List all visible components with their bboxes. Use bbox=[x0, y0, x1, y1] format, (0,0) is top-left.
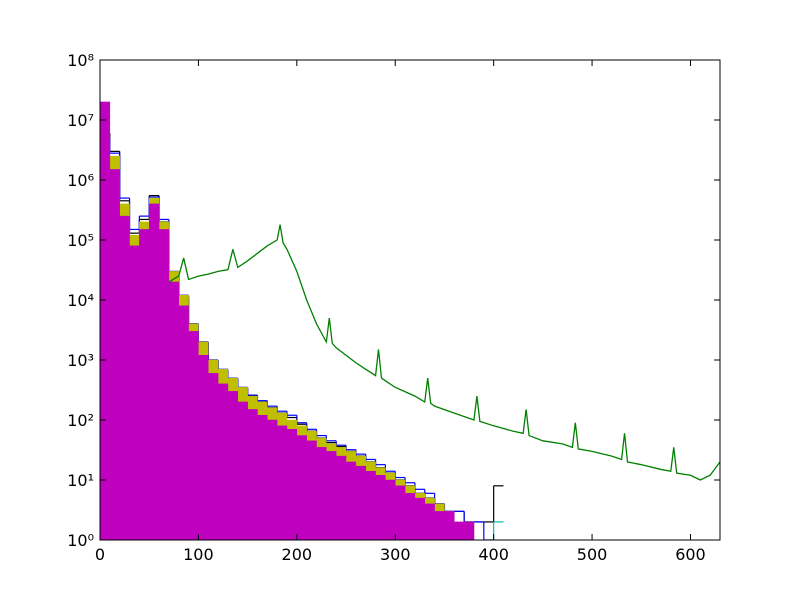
bar bbox=[385, 479, 396, 540]
bar bbox=[109, 169, 120, 540]
bar bbox=[404, 493, 416, 540]
x-tick-label: 500 bbox=[577, 545, 608, 564]
x-tick-label: 0 bbox=[95, 545, 105, 564]
y-tick-label: 10⁷ bbox=[67, 111, 94, 130]
bar bbox=[188, 331, 199, 540]
x-tick-label: 400 bbox=[478, 545, 509, 564]
bar bbox=[424, 503, 435, 540]
y-tick-label: 10² bbox=[67, 411, 94, 430]
y-tick-label: 10⁵ bbox=[67, 231, 94, 250]
y-tick-label: 10⁴ bbox=[67, 291, 94, 310]
bar bbox=[217, 383, 229, 540]
bar bbox=[208, 373, 219, 540]
bar bbox=[463, 521, 475, 540]
bar bbox=[434, 511, 445, 540]
bar bbox=[306, 440, 317, 540]
bar bbox=[158, 229, 170, 540]
bar bbox=[454, 521, 465, 540]
bar bbox=[129, 245, 140, 540]
x-tick-label: 200 bbox=[282, 545, 313, 564]
bar bbox=[198, 354, 209, 540]
bar bbox=[444, 511, 455, 540]
y-tick-label: 10³ bbox=[67, 351, 94, 370]
bar bbox=[355, 465, 366, 540]
histogram-series bbox=[100, 101, 475, 540]
bar bbox=[257, 414, 268, 540]
bar bbox=[100, 101, 111, 540]
bar bbox=[326, 451, 337, 540]
bar bbox=[375, 474, 386, 540]
bar bbox=[178, 305, 189, 540]
bar bbox=[316, 447, 327, 540]
bar bbox=[247, 409, 258, 540]
y-tick-label: 10⁶ bbox=[67, 171, 94, 190]
bar bbox=[227, 391, 239, 540]
bar bbox=[296, 435, 307, 540]
bar bbox=[267, 419, 278, 540]
bar bbox=[168, 281, 179, 540]
line bbox=[168, 224, 720, 481]
y-tick-label: 10⁰ bbox=[67, 531, 94, 550]
bar bbox=[276, 425, 288, 540]
x-tick-label: 600 bbox=[675, 545, 706, 564]
bar bbox=[286, 429, 298, 540]
bar bbox=[365, 470, 376, 540]
y-tick-label: 10⁸ bbox=[67, 51, 94, 70]
bar bbox=[414, 497, 426, 540]
bar bbox=[394, 485, 406, 540]
plot-area bbox=[100, 101, 720, 540]
bar bbox=[237, 401, 248, 540]
bar bbox=[148, 203, 160, 540]
x-tick-label: 100 bbox=[183, 545, 214, 564]
bar bbox=[139, 229, 150, 540]
bar bbox=[335, 455, 347, 540]
bar bbox=[345, 461, 357, 540]
x-tick-label: 300 bbox=[380, 545, 411, 564]
bar bbox=[119, 215, 130, 540]
y-tick-label: 10¹ bbox=[67, 471, 94, 490]
